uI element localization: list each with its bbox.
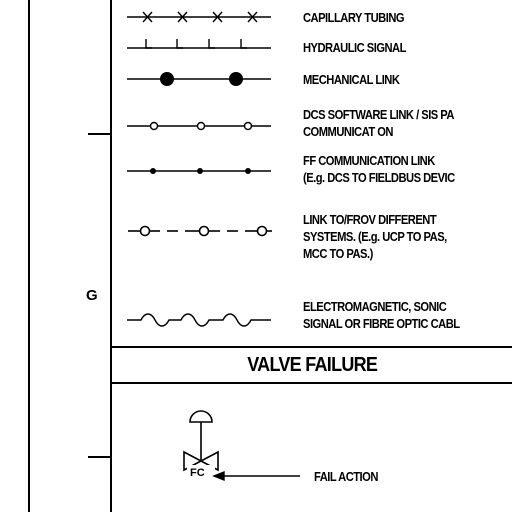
valve-failure-header-box — [110, 346, 512, 384]
legend-label-dcs-software-link: DCS SOFTWARE LINK / SIS PA COMMUNICAT ON — [303, 107, 454, 139]
fail-closed-label: FC — [190, 467, 205, 479]
fail-action-label: FAIL ACTION — [314, 469, 378, 484]
legend-label-ff-communication-link: FF COMMUNICATION LINK (E.g. DCS TO FIELD… — [303, 153, 455, 185]
zone-letter: G — [86, 287, 98, 304]
ff-communication-link-symbol — [127, 168, 271, 174]
mechanical-link-symbol — [127, 72, 271, 86]
legend-label-capillary-tubing: CAPILLARY TUBING — [303, 10, 405, 25]
fail-closed-valve-symbol — [183, 410, 219, 482]
fail-action-leader — [212, 470, 300, 482]
capillary-tubing-symbol — [127, 11, 271, 23]
hydraulic-signal-symbol — [127, 39, 271, 49]
dcs-software-link-symbol — [127, 121, 271, 131]
electromagnetic-signal-symbol — [127, 313, 271, 327]
legend-label-different-systems-link: LINK TO/FROV DIFFERENT SYSTEMS. (E.g. UC… — [303, 212, 447, 261]
legend-label-hydraulic-signal: HYDRAULIC SIGNAL — [303, 40, 406, 55]
different-systems-link-symbol — [128, 225, 272, 237]
legend-label-electromagnetic-signal: ELECTROMAGNETIC, SONIC SIGNAL OR FIBRE O… — [303, 299, 460, 331]
legend-label-mechanical-link: MECHANICAL LINK — [303, 72, 400, 87]
valve-failure-title: VALVE FAILURE — [247, 353, 378, 376]
